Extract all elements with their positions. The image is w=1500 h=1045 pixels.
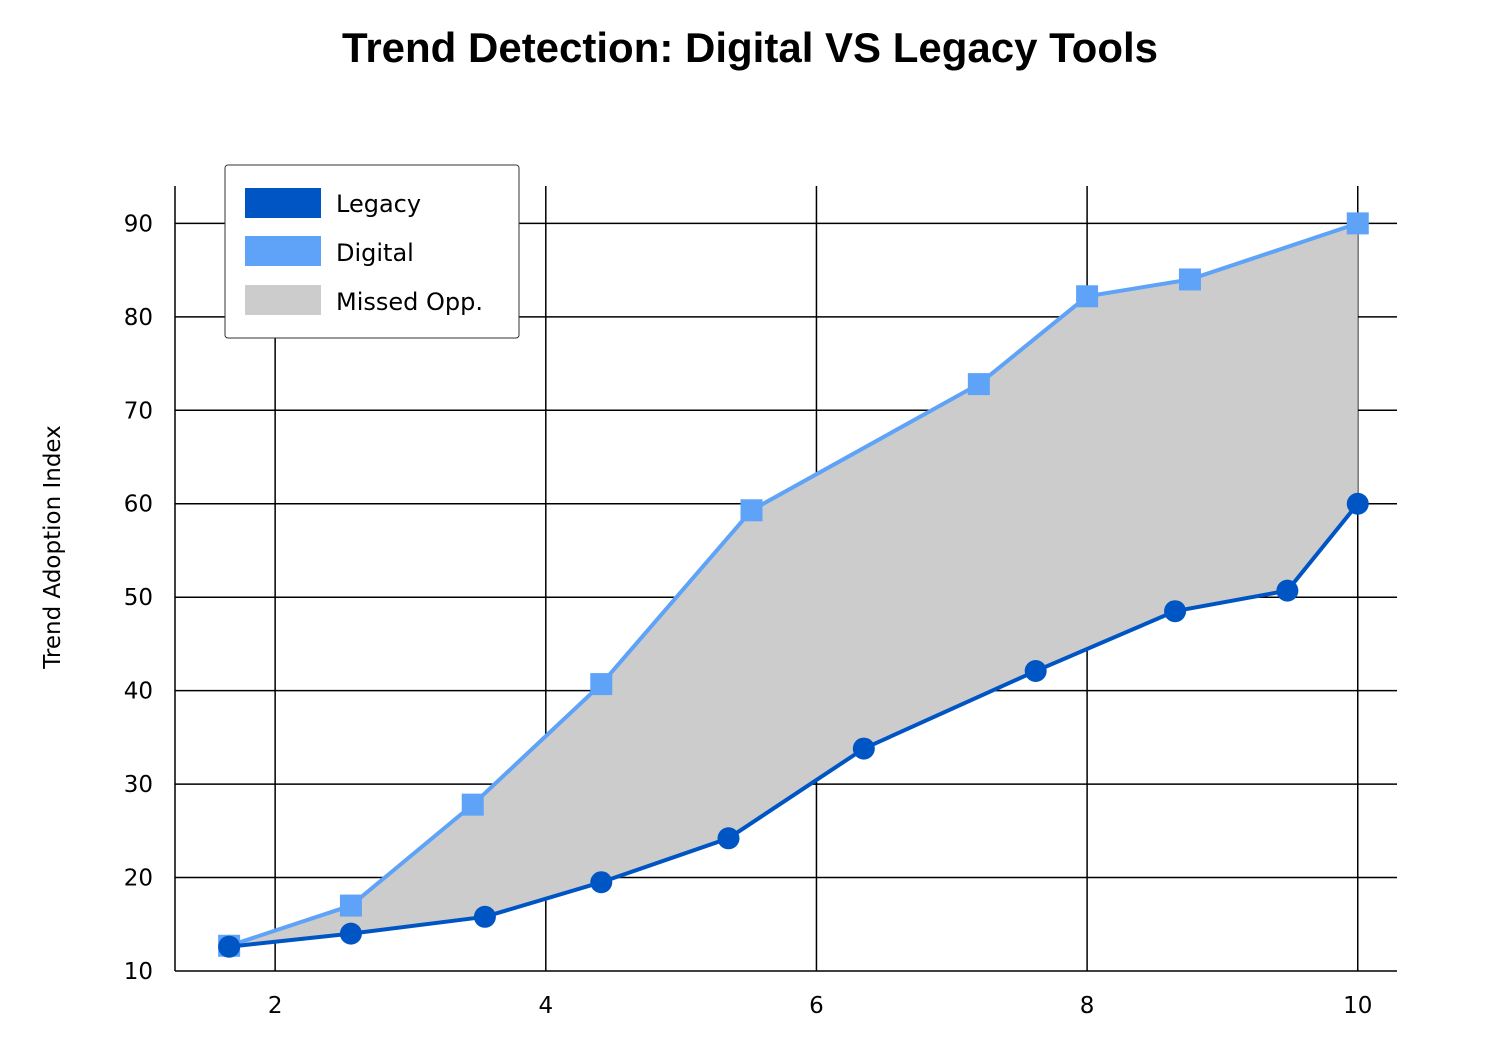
point-digital bbox=[967, 373, 990, 396]
point-digital bbox=[1346, 212, 1369, 235]
y-tick-label: 20 bbox=[124, 866, 153, 892]
legend-swatch-missed-opp bbox=[245, 285, 321, 315]
point-legacy bbox=[1024, 660, 1047, 683]
point-digital bbox=[339, 894, 362, 917]
point-legacy bbox=[852, 737, 875, 760]
legend: Legacy Digital Missed Opp. bbox=[224, 164, 520, 339]
x-tick-label: 4 bbox=[538, 993, 553, 1019]
y-tick-label: 70 bbox=[124, 398, 153, 424]
point-legacy bbox=[1276, 579, 1299, 602]
missed-opp-fill bbox=[229, 223, 1358, 947]
legend-swatch-legacy bbox=[245, 188, 321, 218]
point-legacy bbox=[473, 905, 496, 928]
y-tick-label: 90 bbox=[124, 211, 153, 237]
point-digital bbox=[461, 793, 484, 816]
y-tick-label: 40 bbox=[124, 679, 153, 705]
point-legacy bbox=[339, 922, 362, 945]
legend-label-missed-opp: Missed Opp. bbox=[336, 288, 483, 316]
point-legacy bbox=[590, 871, 613, 894]
x-tick-label: 8 bbox=[1080, 993, 1095, 1019]
legend-label-digital: Digital bbox=[336, 239, 414, 267]
x-tick-label: 10 bbox=[1343, 993, 1372, 1019]
x-tick-label: 6 bbox=[809, 993, 824, 1019]
missed-opportunity-area bbox=[229, 223, 1358, 947]
line-legacy bbox=[228, 502, 1360, 949]
y-tick-label: 50 bbox=[124, 585, 153, 611]
point-legacy bbox=[218, 935, 241, 958]
x-tick-label: 2 bbox=[268, 993, 283, 1019]
series-layer bbox=[218, 212, 1369, 958]
chart-title: Trend Detection: Digital VS Legacy Tools bbox=[342, 24, 1158, 71]
legend-swatch-digital bbox=[245, 236, 321, 266]
y-tick-label: 30 bbox=[124, 772, 153, 798]
point-digital bbox=[1178, 268, 1201, 291]
point-digital bbox=[1076, 285, 1099, 308]
point-legacy bbox=[1346, 492, 1369, 515]
point-legacy bbox=[717, 827, 740, 850]
point-digital bbox=[740, 499, 763, 522]
y-tick-label: 80 bbox=[124, 305, 153, 331]
y-tick-label: 10 bbox=[124, 959, 153, 985]
legend-label-legacy: Legacy bbox=[336, 190, 421, 218]
ticks: 10 20 30 40 50 60 70 80 90 2 4 6 8 10 bbox=[124, 211, 1373, 1019]
y-axis-label: Trend Adoption Index bbox=[40, 425, 66, 670]
point-legacy bbox=[1164, 600, 1187, 623]
point-digital bbox=[590, 673, 613, 696]
y-tick-label: 60 bbox=[124, 492, 153, 518]
